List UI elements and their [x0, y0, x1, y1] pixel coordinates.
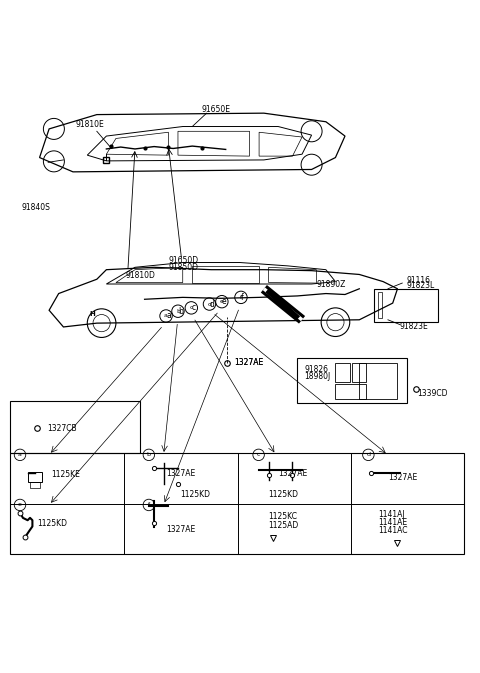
Bar	[336, 384, 366, 400]
Text: 91650E: 91650E	[202, 105, 231, 114]
Text: b: b	[178, 307, 183, 316]
Bar	[352, 363, 366, 382]
Text: b: b	[147, 452, 151, 458]
Bar	[378, 292, 382, 318]
Text: f: f	[148, 503, 150, 507]
Text: 91810D: 91810D	[125, 271, 156, 280]
Text: 91890Z: 91890Z	[316, 279, 346, 289]
Text: c: c	[192, 304, 195, 312]
Text: 1141AC: 1141AC	[378, 526, 408, 535]
Text: 1125KD: 1125KD	[180, 491, 210, 499]
Text: 91823L: 91823L	[406, 281, 434, 291]
Text: 1141AJ: 1141AJ	[378, 509, 405, 518]
Text: 1125KD: 1125KD	[269, 491, 299, 499]
Text: a: a	[164, 314, 168, 318]
Text: 18980J: 18980J	[304, 372, 331, 382]
Text: 1327AE: 1327AE	[234, 358, 264, 367]
Bar	[10, 454, 464, 554]
Bar	[360, 363, 397, 398]
Bar	[336, 363, 350, 382]
Text: d: d	[366, 452, 371, 458]
Text: f: f	[241, 293, 244, 302]
Text: d: d	[207, 302, 212, 306]
Bar	[28, 472, 42, 482]
Text: 91840S: 91840S	[22, 203, 50, 212]
Text: 1339CD: 1339CD	[418, 389, 448, 398]
Text: c: c	[257, 452, 260, 458]
Bar	[373, 289, 438, 322]
Text: 1125AD: 1125AD	[269, 520, 299, 530]
Text: H: H	[89, 311, 95, 316]
Text: e: e	[220, 299, 224, 304]
Text: 1327AE: 1327AE	[166, 525, 195, 534]
Text: 1125KD: 1125KD	[37, 519, 67, 528]
Text: 91810E: 91810E	[75, 120, 104, 129]
Text: 1125KE: 1125KE	[51, 470, 80, 479]
Text: e: e	[18, 503, 22, 507]
Text: 91650D: 91650D	[168, 256, 199, 264]
Text: 1327AE: 1327AE	[388, 472, 417, 482]
Text: 91823E: 91823E	[400, 322, 429, 330]
Text: 1125KC: 1125KC	[269, 512, 298, 522]
Text: c: c	[190, 306, 193, 310]
Text: 1141AE: 1141AE	[378, 518, 408, 527]
Text: e: e	[222, 297, 227, 306]
Text: a: a	[18, 452, 22, 458]
Text: 1327AE: 1327AE	[166, 469, 195, 478]
Text: 91116: 91116	[406, 276, 430, 285]
Bar	[10, 401, 140, 454]
Text: 91850D: 91850D	[168, 262, 198, 272]
Text: f: f	[240, 295, 242, 300]
Text: 1327AE: 1327AE	[234, 358, 264, 367]
Text: a: a	[166, 312, 171, 320]
Text: 1327CB: 1327CB	[47, 423, 76, 433]
Text: b: b	[176, 309, 180, 314]
Text: 1327AE: 1327AE	[278, 469, 307, 478]
Text: d: d	[209, 299, 215, 308]
Text: 91826: 91826	[304, 365, 328, 374]
Bar	[30, 482, 39, 488]
